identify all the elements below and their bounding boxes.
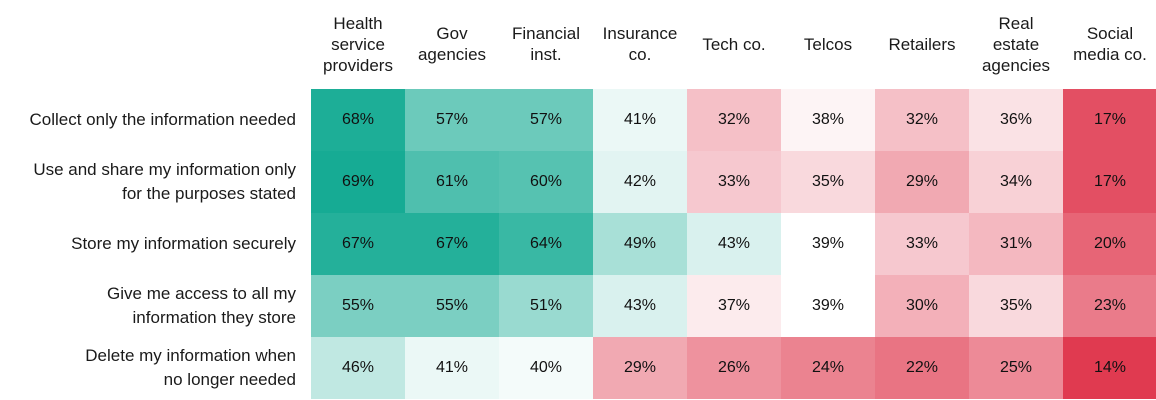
heatmap-cell: 57% — [405, 89, 499, 151]
heatmap-cell: 38% — [781, 89, 875, 151]
heatmap-cell: 68% — [311, 89, 405, 151]
heatmap-cell: 46% — [311, 337, 405, 399]
heatmap-cell: 57% — [499, 89, 593, 151]
heatmap-cell: 23% — [1063, 275, 1156, 337]
heatmap-cell: 32% — [687, 89, 781, 151]
row-label: Use and share my information only for the… — [33, 160, 296, 203]
heatmap-cell: 43% — [593, 275, 687, 337]
column-header: Financial inst. — [511, 24, 581, 64]
heatmap-cell: 43% — [687, 213, 781, 275]
heatmap-cell: 33% — [875, 213, 969, 275]
heatmap-cell: 32% — [875, 89, 969, 151]
heatmap-cell: 29% — [593, 337, 687, 399]
column-header: Social media co. — [1073, 24, 1147, 64]
heatmap-cell: 35% — [969, 275, 1063, 337]
column-header: Retailers — [888, 34, 956, 54]
heatmap-cell: 29% — [875, 151, 969, 213]
column-header: Telcos — [803, 34, 853, 54]
heatmap-cell: 14% — [1063, 337, 1156, 399]
heatmap-cell: 26% — [687, 337, 781, 399]
column-header: Tech co. — [702, 34, 766, 54]
heatmap-cell: 55% — [405, 275, 499, 337]
column-header: Gov agencies — [417, 24, 487, 64]
column-header: Real estate agencies — [981, 13, 1051, 75]
heatmap-cell: 67% — [311, 213, 405, 275]
heatmap-cell: 37% — [687, 275, 781, 337]
column-header: Insurance co. — [602, 24, 678, 64]
row-label: Collect only the information needed — [29, 110, 297, 129]
heatmap-cell: 35% — [781, 151, 875, 213]
heatmap-cell: 42% — [593, 151, 687, 213]
heatmap-cell: 22% — [875, 337, 969, 399]
heatmap-cell: 41% — [593, 89, 687, 151]
heatmap-cell: 17% — [1063, 89, 1156, 151]
heatmap-cell: 31% — [969, 213, 1063, 275]
column-header: Health service providers — [323, 13, 393, 75]
heatmap-cell: 67% — [405, 213, 499, 275]
heatmap-cell: 69% — [311, 151, 405, 213]
heatmap-cell: 41% — [405, 337, 499, 399]
row-label: Store my information securely — [71, 234, 296, 253]
heatmap-cell: 64% — [499, 213, 593, 275]
heatmap-cell: 51% — [499, 275, 593, 337]
heatmap-cell: 39% — [781, 275, 875, 337]
heatmap-cell: 55% — [311, 275, 405, 337]
heatmap-cell: 49% — [593, 213, 687, 275]
heatmap-cell: 36% — [969, 89, 1063, 151]
heatmap-cell: 39% — [781, 213, 875, 275]
heatmap-cell: 33% — [687, 151, 781, 213]
heatmap-cell: 24% — [781, 337, 875, 399]
heatmap-cell: 17% — [1063, 151, 1156, 213]
heatmap-cell: 61% — [405, 151, 499, 213]
row-label: Delete my information when no longer need… — [85, 346, 296, 389]
heatmap-cell: 20% — [1063, 213, 1156, 275]
heatmap-cell: 60% — [499, 151, 593, 213]
heatmap-cell: 25% — [969, 337, 1063, 399]
heatmap-cell: 30% — [875, 275, 969, 337]
heatmap-cell: 40% — [499, 337, 593, 399]
row-label: Give me access to all my information they… — [107, 284, 296, 327]
heatmap-cell: 34% — [969, 151, 1063, 213]
